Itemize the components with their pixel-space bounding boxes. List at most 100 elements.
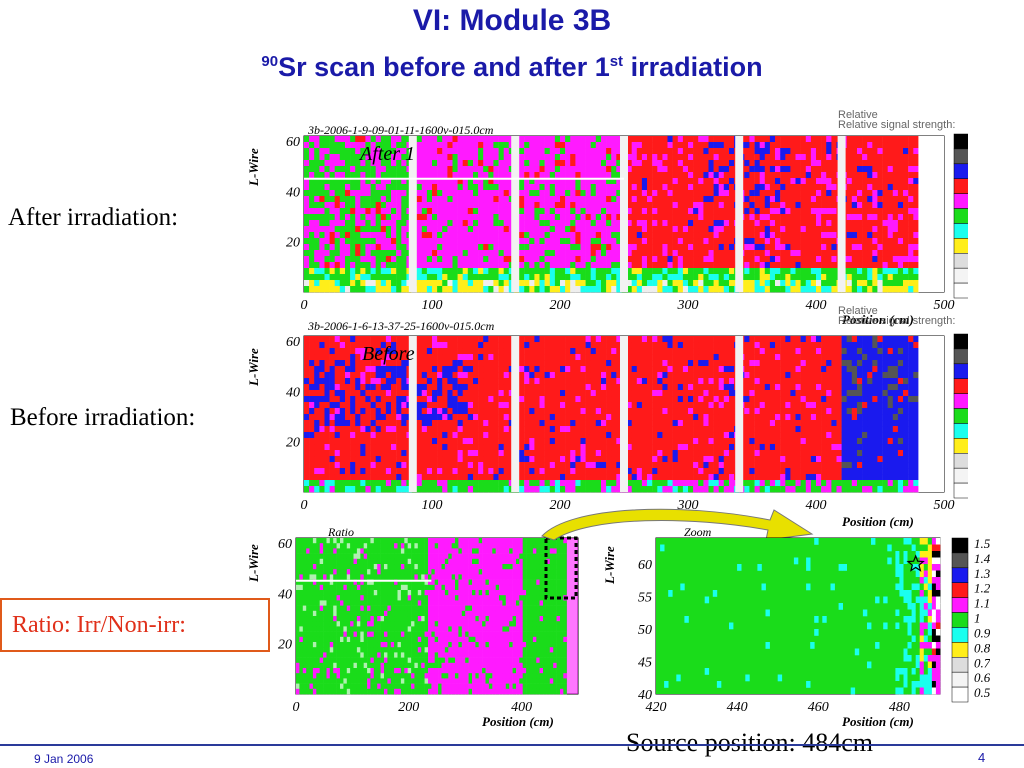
heatmap-cell	[401, 360, 407, 367]
heatmap-cell	[611, 286, 617, 293]
heatmap-cell	[319, 480, 325, 487]
heatmap-cell	[483, 220, 489, 227]
heatmap-cell	[641, 202, 648, 209]
heatmap-cell	[565, 444, 571, 451]
heatmap-cell	[887, 166, 894, 173]
heatmap-cell	[437, 208, 443, 215]
heatmap-cell	[759, 274, 766, 281]
heatmap-cell	[457, 456, 463, 463]
heatmap-cell	[892, 226, 899, 233]
heatmap-cell	[467, 444, 474, 451]
heatmap-cell	[877, 232, 883, 239]
heatmap-cell	[575, 148, 581, 155]
heatmap-cell	[554, 402, 561, 409]
heatmap-cell	[795, 268, 801, 275]
heatmap-cell	[667, 244, 673, 251]
heatmap-cell	[657, 426, 663, 433]
heatmap-cell	[370, 172, 376, 179]
heatmap-cell	[560, 360, 566, 367]
heatmap-cell	[452, 366, 458, 373]
heatmap-cell	[636, 178, 643, 185]
heatmap-cell	[314, 274, 320, 281]
heatmap-cell	[355, 208, 361, 215]
heatmap-cell	[534, 462, 540, 469]
heatmap-cell	[790, 214, 796, 221]
heatmap-cell	[467, 214, 474, 221]
heatmap-cell	[309, 148, 315, 155]
heatmap-cell	[498, 208, 504, 215]
heatmap-cell	[775, 136, 781, 143]
heatmap-cell	[693, 196, 699, 203]
heatmap-cell	[565, 390, 571, 397]
heatmap-cell	[519, 166, 525, 173]
heatmap-cell	[652, 190, 658, 197]
heatmap-cell	[698, 274, 704, 281]
heatmap-cell	[339, 280, 346, 287]
heatmap-cell	[816, 280, 822, 287]
heatmap-cell	[744, 136, 750, 143]
heatmap-cell	[713, 184, 719, 191]
heatmap-cell	[437, 414, 443, 421]
heatmap-cell	[867, 196, 873, 203]
heatmap-cell	[447, 390, 453, 397]
heatmap-cell	[401, 196, 407, 203]
heatmap-cell	[693, 214, 699, 221]
heatmap-cell	[498, 154, 504, 161]
heatmap-cell	[534, 420, 540, 427]
heatmap-cell	[534, 148, 540, 155]
heatmap-cell	[503, 244, 510, 251]
heatmap-cell	[319, 142, 325, 149]
heatmap-cell	[601, 232, 607, 239]
heatmap-cell	[723, 268, 730, 275]
heatmap-cell	[759, 202, 766, 209]
heatmap-cell	[478, 280, 484, 287]
heatmap-cell	[616, 250, 622, 257]
heatmap-cell	[447, 286, 453, 293]
heatmap-cell	[575, 268, 581, 275]
heatmap-cell	[319, 354, 325, 361]
heatmap-cell	[698, 172, 704, 179]
heatmap-cell	[606, 372, 612, 379]
heatmap-cell	[877, 262, 883, 269]
heatmap-cell	[375, 178, 382, 185]
heatmap-cell	[585, 354, 591, 361]
heatmap-cell	[462, 220, 469, 227]
heatmap-cell	[345, 360, 351, 367]
heatmap-cell	[810, 196, 817, 203]
heatmap-cell	[401, 336, 407, 343]
heatmap-cell	[462, 274, 469, 281]
heatmap-cell	[396, 280, 402, 287]
heatmap-cell	[493, 268, 499, 275]
heatmap-cell	[462, 256, 469, 263]
heatmap-cell	[488, 474, 494, 481]
heatmap-cell	[473, 142, 479, 149]
heatmap-cell	[744, 274, 750, 281]
heatmap-cell	[457, 384, 463, 391]
heatmap-cell	[549, 238, 556, 245]
heatmap-cell	[339, 142, 346, 149]
heatmap-cell	[652, 402, 658, 409]
heatmap-cell	[826, 262, 832, 269]
heatmap-cell	[324, 438, 330, 445]
heatmap-cell	[580, 244, 586, 251]
heatmap-cell	[662, 232, 668, 239]
heatmap-cell	[304, 480, 310, 487]
heatmap-cell	[365, 214, 371, 221]
heatmap-cell	[795, 250, 801, 257]
heatmap-cell	[585, 486, 591, 493]
heatmap-cell	[754, 208, 760, 215]
heatmap-cell	[529, 384, 535, 391]
heatmap-cell	[903, 244, 909, 251]
heatmap-cell	[370, 154, 376, 161]
heatmap-cell	[360, 172, 366, 179]
heatmap-cell	[437, 348, 443, 355]
heatmap-cell	[375, 408, 382, 415]
heatmap-cell	[309, 432, 315, 439]
heatmap-cell	[703, 172, 709, 179]
heatmap-cell	[565, 262, 571, 269]
heatmap-cell	[539, 208, 545, 215]
heatmap-cell	[391, 408, 397, 415]
heatmap-cell	[877, 178, 883, 185]
heatmap-cell	[693, 238, 699, 245]
heatmap-cell	[662, 202, 668, 209]
